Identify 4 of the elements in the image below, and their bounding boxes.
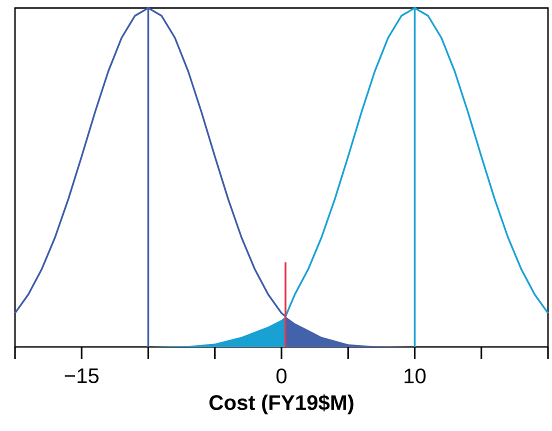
x-tick-label: 10 [404, 368, 426, 384]
x-axis-title: Cost (FY19$M) [209, 394, 354, 414]
x-tick-label: 0 [276, 368, 287, 384]
x-tick-label: −15 [64, 368, 99, 384]
